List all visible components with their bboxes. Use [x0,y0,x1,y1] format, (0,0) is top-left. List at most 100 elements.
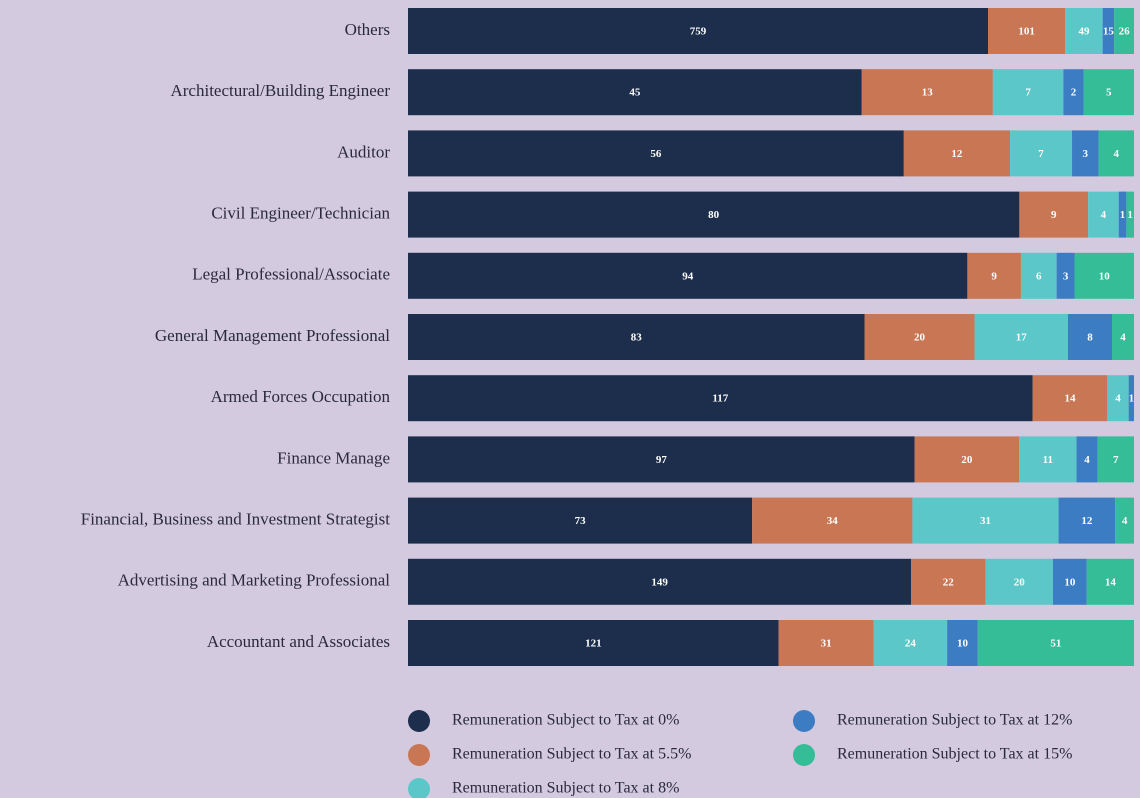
bar-segment [1032,375,1108,422]
bar-segment [1019,191,1089,238]
category-label: Accountant and Associates [207,632,390,651]
data-label: 10 [1064,576,1076,588]
bar-segment [1107,375,1129,422]
data-label: 7 [1038,148,1044,160]
data-label: 34 [827,515,839,527]
bar-segment [1102,8,1115,54]
data-label: 56 [650,148,662,160]
data-label: 14 [1105,576,1117,588]
bar-segment [1083,69,1134,116]
data-label: 51 [1050,638,1061,650]
bar-segment [873,620,948,666]
bar-segment [1072,130,1099,177]
data-label: 4 [1101,209,1107,221]
bar-segment [408,558,912,605]
data-label: 1 [1129,393,1135,405]
bar-segment [408,314,865,360]
bar-segment [1118,191,1127,238]
data-label: 22 [943,576,955,588]
bar-segment [408,436,915,483]
data-label: 17 [1016,332,1028,344]
bar-segment [1065,8,1103,54]
bar-segment [1010,130,1073,177]
bar-segment [1058,497,1116,544]
bar-segment [1020,252,1057,299]
data-label: 121 [585,638,602,650]
legend-marker [408,710,430,732]
category-label: General Management Professional [155,326,390,345]
data-label: 12 [1081,515,1093,527]
data-label: 12 [951,148,963,160]
legend-label: Remuneration Subject to Tax at 15% [837,746,1072,763]
bar-segment [992,69,1064,116]
legend-label: Remuneration Subject to Tax at 12% [837,712,1072,729]
bar-segment [977,620,1134,666]
category-label: Legal Professional/Associate [192,265,390,284]
bar-segment [974,314,1068,360]
data-label: 49 [1078,26,1090,38]
data-label: 6 [1036,270,1042,282]
data-label: 97 [656,454,668,466]
bar-segment [1019,436,1077,483]
bar-segment [1086,558,1134,605]
bar-segment [985,558,1053,605]
category-label: Civil Engineer/Technician [211,204,390,223]
data-label: 4 [1122,515,1128,527]
data-label: 45 [629,87,641,99]
data-label: 15 [1103,26,1115,38]
bar-segment [1097,436,1134,483]
bar-segment [408,130,904,177]
bar-segment [1068,314,1112,360]
category-label: Finance Manage [277,448,390,467]
data-label: 26 [1119,26,1131,38]
data-label: 8 [1087,332,1093,344]
bar-segment [1114,8,1134,54]
data-label: 31 [821,638,832,650]
bar-segment [861,69,993,116]
data-label: 2 [1071,87,1077,99]
data-label: 149 [651,576,668,588]
bar-segment [914,436,1020,483]
legend-marker [793,744,815,766]
data-label: 117 [712,393,728,405]
data-label: 4 [1120,332,1126,344]
data-label: 20 [961,454,973,466]
bar-segment [408,69,862,116]
bar-segment [408,191,1020,238]
bar-segment [408,375,1033,422]
data-label: 101 [1018,26,1035,38]
data-label: 3 [1083,148,1089,160]
bar-segment [778,620,874,666]
bar-segment [1126,191,1134,238]
bar-segment [911,558,986,605]
data-label: 14 [1064,393,1076,405]
bar-segment [864,314,975,360]
bar-segment [1063,69,1084,116]
legend-label: Remuneration Subject to Tax at 5.5% [452,746,691,763]
data-label: 11 [1043,454,1053,466]
bar-segment [408,620,779,666]
data-label: 10 [957,638,969,650]
data-label: 7 [1025,87,1031,99]
bar-segment [1128,375,1134,422]
bar-segment [1115,497,1134,544]
bar-segment [1056,252,1075,299]
data-label: 3 [1063,270,1069,282]
data-label: 13 [922,87,934,99]
data-label: 7 [1113,454,1119,466]
bar-segment [1076,436,1098,483]
bar-segment [912,497,1059,544]
category-label: Architectural/Building Engineer [170,81,390,100]
legend-marker [793,710,815,732]
bar-segment [1088,191,1119,238]
data-label: 20 [1014,576,1026,588]
data-label: 73 [575,515,587,527]
data-label: 10 [1099,270,1111,282]
legend-marker [408,778,430,798]
data-label: 9 [991,270,997,282]
bar-segment [408,252,968,299]
legend-marker [408,744,430,766]
data-label: 4 [1114,148,1120,160]
